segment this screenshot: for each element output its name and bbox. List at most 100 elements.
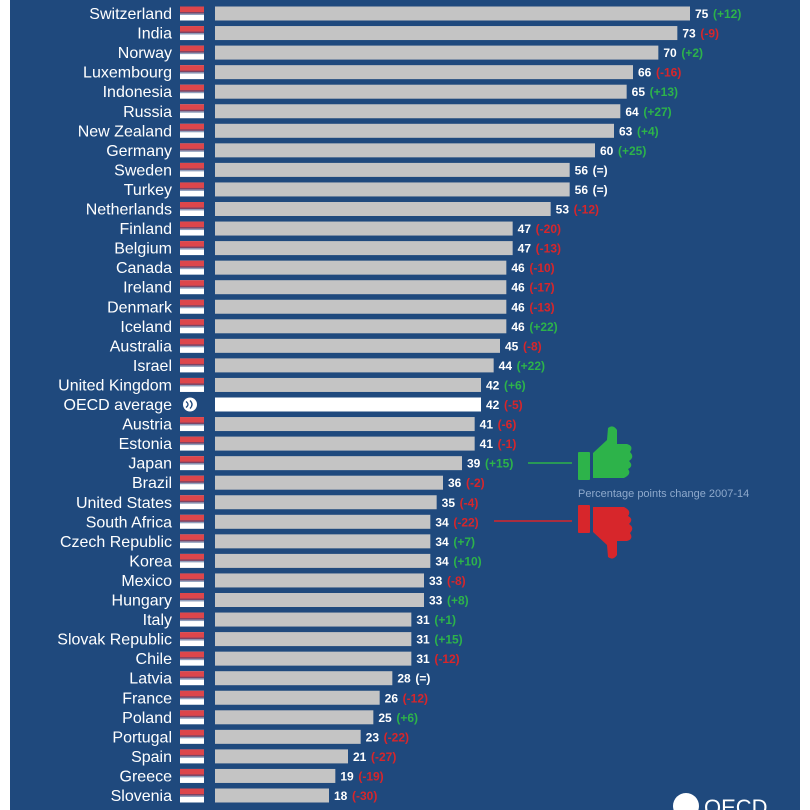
bar (215, 573, 424, 588)
flag-icon (180, 632, 204, 647)
bar-row-slovenia: Slovenia 18 (-30) (111, 788, 378, 805)
flag-icon (180, 221, 204, 236)
value-label: 47 (518, 242, 532, 256)
bar-row-luxembourg: Luxembourg 66 (-16) (83, 65, 681, 82)
bar (215, 710, 374, 725)
bar-row-turkey: Turkey 56 (=) (124, 182, 608, 199)
flag-icon (180, 260, 204, 275)
value-label: 34 (435, 535, 449, 549)
value-label: 34 (435, 554, 449, 568)
flag-icon (180, 358, 204, 373)
category-label: Greece (120, 768, 173, 785)
value-label: 47 (518, 222, 532, 236)
category-label: United Kingdom (58, 377, 172, 394)
value-label: 46 (511, 320, 525, 334)
value-label: 46 (511, 261, 525, 275)
bar (215, 729, 361, 744)
category-label: New Zealand (78, 123, 172, 140)
flag-icon (180, 162, 204, 177)
bar (215, 162, 570, 177)
value-label: 56 (575, 163, 589, 177)
category-label: Switzerland (89, 6, 172, 23)
change-label: (-12) (403, 691, 428, 705)
category-label: Sweden (114, 162, 172, 179)
bar (215, 221, 513, 236)
value-label: 23 (366, 730, 380, 744)
change-label: (+2) (681, 46, 703, 60)
bar (215, 768, 336, 783)
bar-row-hungary: Hungary 33 (+8) (112, 593, 469, 610)
change-label: (+13) (650, 85, 678, 99)
value-label: 46 (511, 300, 525, 314)
flag-icon (180, 377, 204, 392)
flag-icon (180, 338, 204, 353)
category-label: Brazil (132, 475, 172, 492)
change-label: (=) (593, 183, 608, 197)
bar-row-switzerland: Switzerland 75 (+12) (89, 6, 741, 23)
category-label: Russia (123, 104, 172, 121)
bar-row-finland: Finland 47 (-20) (120, 221, 561, 238)
value-label: 19 (340, 769, 354, 783)
change-label: (-4) (460, 496, 479, 510)
flag-icon (180, 319, 204, 334)
change-label: (-22) (384, 730, 409, 744)
change-label: (-9) (700, 27, 719, 41)
value-label: 42 (486, 378, 500, 392)
bar-row-iceland: Iceland 46 (+22) (120, 319, 557, 336)
change-label: (+7) (453, 535, 475, 549)
change-label: (+15) (434, 633, 462, 647)
change-label: (-19) (358, 769, 383, 783)
value-label: 44 (499, 359, 513, 373)
bar-row-korea: Korea 34 (+10) (129, 553, 481, 570)
value-label: 53 (556, 203, 570, 217)
value-label: 70 (663, 46, 677, 60)
value-label: 73 (682, 27, 696, 41)
flag-icon (180, 202, 204, 216)
bar (215, 749, 348, 764)
bar (215, 651, 412, 666)
value-label: 46 (511, 281, 525, 295)
bar (215, 475, 443, 490)
bar-row-norway: Norway 70 (+2) (118, 45, 703, 62)
value-label: 63 (619, 124, 633, 138)
category-label: Turkey (124, 182, 172, 199)
change-label: (-12) (434, 652, 459, 666)
value-label: 33 (429, 594, 443, 608)
category-label: Iceland (120, 319, 172, 336)
bar-row-india: India 73 (-9) (137, 26, 719, 43)
oecd-logo: OECD (673, 793, 768, 810)
category-label: South Africa (86, 514, 172, 531)
change-label: (=) (415, 672, 430, 686)
flag-icon (180, 768, 204, 783)
change-label: (+1) (434, 613, 456, 627)
bar-row-germany: Germany 60 (+25) (106, 143, 646, 160)
chart-rows: Switzerland 75 (+12) India 73 (-9) Norway 70 (+2… (57, 6, 741, 805)
bar (215, 436, 475, 451)
bar (215, 84, 627, 99)
bar (215, 182, 570, 197)
flag-icon (180, 553, 204, 568)
category-label: Belgium (114, 241, 172, 258)
thumbs-up-legend (528, 426, 633, 480)
change-label: (+27) (643, 105, 671, 119)
change-label: (-12) (574, 203, 599, 217)
bar-row-france: France 26 (-12) (122, 690, 428, 707)
category-label: Slovak Republic (57, 632, 172, 649)
category-label: Ireland (123, 280, 172, 297)
change-label: (-30) (352, 789, 377, 803)
legend-caption: Percentage points change 2007-14 (578, 488, 749, 500)
value-label: 31 (416, 652, 430, 666)
category-label: Finland (120, 221, 172, 238)
bar (215, 632, 412, 647)
bar-row-denmark: Denmark 46 (-13) (107, 299, 555, 316)
category-label: Portugal (112, 729, 172, 746)
change-label: (+22) (529, 320, 557, 334)
flag-icon (180, 690, 204, 705)
bar (215, 6, 690, 21)
flag-icon (180, 612, 204, 627)
bar (215, 26, 678, 41)
change-label: (-8) (523, 339, 542, 353)
bar-row-ireland: Ireland 46 (-17) (123, 280, 555, 297)
bar (215, 593, 424, 607)
value-label: 75 (695, 7, 709, 21)
